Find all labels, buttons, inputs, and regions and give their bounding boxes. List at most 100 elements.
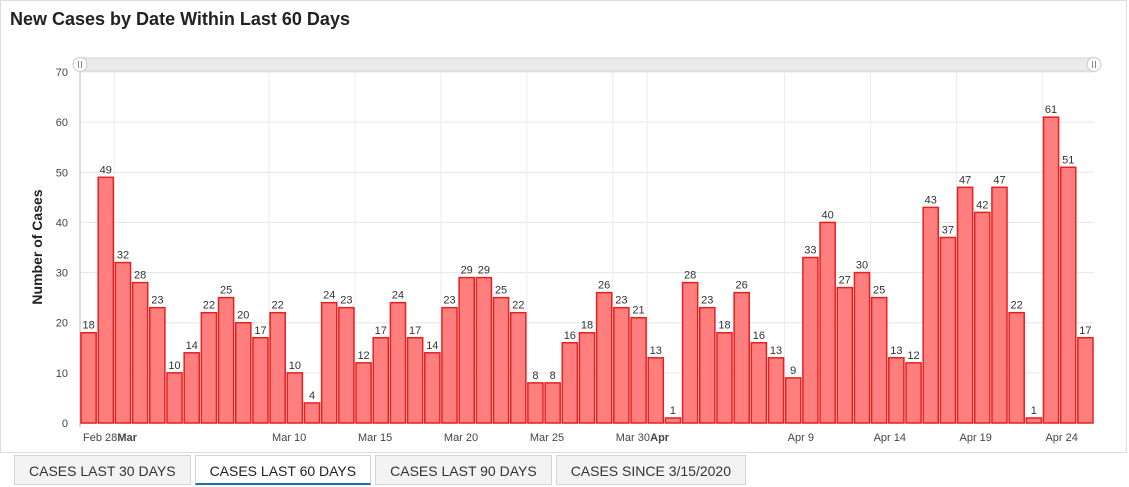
x-tick-label: Mar 30 [616,432,650,444]
tab-bar: CASES LAST 30 DAYS CASES LAST 60 DAYS CA… [14,455,750,487]
bar-data-label: 29 [461,265,473,277]
x-tick-label: Apr 24 [1045,432,1077,444]
bar[interactable] [905,362,922,424]
bar[interactable] [973,211,991,424]
bar[interactable] [338,306,355,424]
bar[interactable] [441,306,458,424]
bar-data-label: 18 [82,320,94,332]
bar[interactable] [114,261,132,424]
bar[interactable] [1042,116,1060,424]
bar[interactable] [183,352,201,424]
bar-data-label: 32 [117,250,129,262]
bar[interactable] [853,271,871,424]
bar[interactable] [252,337,269,424]
bar[interactable] [475,276,493,424]
tab-cases-90-days[interactable]: CASES LAST 90 DAYS [375,455,552,485]
bar[interactable] [355,362,372,424]
bar-data-label: 27 [839,275,851,287]
bar[interactable] [956,186,974,424]
bar[interactable] [870,296,888,424]
bar-data-label: 23 [340,295,352,307]
bar[interactable] [595,291,613,424]
bar[interactable] [819,221,836,424]
bar-data-label: 30 [856,260,868,272]
bar[interactable] [303,402,321,424]
bar-data-label: 13 [890,345,902,357]
bar[interactable] [664,417,682,424]
bar[interactable] [767,357,785,424]
bar[interactable] [406,337,424,424]
bar-data-label: 22 [512,300,524,312]
bar-data-label: 12 [907,350,919,362]
bar[interactable] [613,306,630,424]
x-tick-label: Apr [650,432,670,444]
bar-data-label: 8 [532,370,538,382]
bar[interactable] [647,357,665,424]
bar[interactable] [1008,311,1025,424]
bar-data-label: 17 [409,325,421,337]
bar[interactable] [784,377,802,424]
bar[interactable] [234,321,252,424]
range-slider-track[interactable] [79,57,1095,72]
bar[interactable] [630,316,647,424]
bar-data-label: 22 [203,300,215,312]
bar-data-label: 13 [650,345,662,357]
bar[interactable] [149,306,166,424]
bar[interactable] [80,331,97,424]
x-tick-label: Apr 19 [960,432,992,444]
bar[interactable] [1059,166,1077,424]
bar-data-label: 24 [323,290,335,302]
bar[interactable] [698,306,716,424]
bar[interactable] [217,296,235,424]
bar-data-label: 47 [959,174,971,186]
x-tick-label: Apr 9 [788,432,814,444]
bar[interactable] [269,311,286,424]
bar[interactable] [286,372,304,424]
bar[interactable] [922,206,940,424]
bar-data-label: 26 [736,280,748,292]
x-tick-label: Mar 20 [444,432,478,444]
bar-data-label: 28 [134,270,146,282]
bar-data-label: 23 [151,295,163,307]
bar[interactable] [733,291,750,424]
bar[interactable] [836,286,854,424]
bar[interactable] [320,301,338,424]
bar[interactable] [991,186,1008,424]
bar[interactable] [97,176,115,424]
bar-data-label: 23 [443,295,455,307]
bar[interactable] [424,352,441,424]
bar[interactable] [200,311,218,424]
bar[interactable] [492,296,510,424]
range-slider-right-handle[interactable] [1086,57,1102,72]
bar[interactable] [716,331,733,424]
bar[interactable] [750,342,768,424]
bar[interactable] [166,372,183,424]
bar[interactable] [509,311,527,424]
bar[interactable] [131,281,149,424]
tab-cases-30-days[interactable]: CASES LAST 30 DAYS [14,455,191,485]
tab-cases-since-3-15-2020[interactable]: CASES SINCE 3/15/2020 [555,455,746,485]
range-slider-left-handle[interactable] [72,57,88,72]
bar[interactable] [1025,417,1043,424]
bar[interactable] [458,276,476,424]
bar[interactable] [561,342,579,424]
bar[interactable] [527,382,544,424]
bar-data-label: 33 [804,245,816,257]
bar[interactable] [544,382,561,424]
bar-data-label: 9 [790,365,796,377]
bar[interactable] [372,337,390,424]
y-tick-label: 30 [56,268,68,280]
bar[interactable] [681,281,699,424]
bar[interactable] [802,256,819,424]
bar-data-label: 21 [632,305,644,317]
bar[interactable] [939,236,957,424]
bar[interactable] [1077,337,1094,424]
bar-data-label: 14 [186,340,198,352]
bar[interactable] [578,331,596,424]
bar[interactable] [389,301,407,424]
x-tick-label: Mar 25 [530,432,564,444]
x-tick-label: Apr 14 [874,432,906,444]
tab-cases-60-days[interactable]: CASES LAST 60 DAYS [194,455,372,485]
bar[interactable] [888,357,905,424]
bar-data-label: 43 [925,194,937,206]
